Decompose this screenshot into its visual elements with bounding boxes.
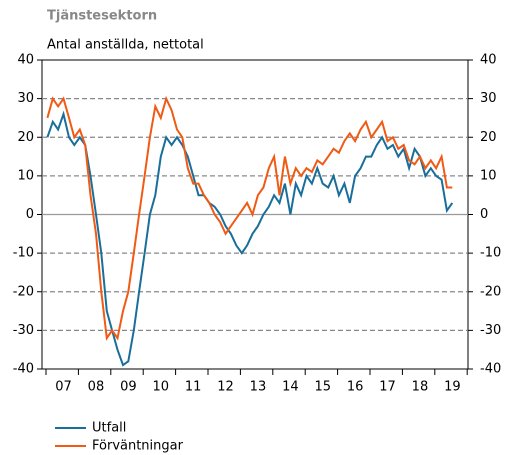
chart-title: Tjänstesektorn <box>47 9 157 24</box>
y-tick-label: -20 <box>13 284 34 299</box>
y-tick-label: 10 <box>17 168 34 183</box>
y2-tick-label: 40 <box>480 53 497 68</box>
x-tick-label: 07 <box>55 380 72 395</box>
x-tick-label: 09 <box>120 380 137 395</box>
y-tick-label: -10 <box>13 246 34 261</box>
y2-tick-label: -40 <box>480 362 501 377</box>
x-tick-label: 08 <box>88 380 105 395</box>
y2-tick-label: 10 <box>480 168 497 183</box>
y-tick-label: -30 <box>13 323 34 338</box>
x-tick-label: 15 <box>314 380 331 395</box>
y2-tick-label: 0 <box>480 207 488 222</box>
y-tick-label: 0 <box>26 207 34 222</box>
y2-tick-label: -30 <box>480 323 501 338</box>
x-tick-label: 11 <box>185 380 202 395</box>
y2-tick-label: -20 <box>480 284 501 299</box>
y2-tick-label: 20 <box>480 130 497 145</box>
x-tick-label: 12 <box>217 380 234 395</box>
legend-label: Förväntningar <box>92 439 184 454</box>
x-tick-label: 14 <box>282 380 299 395</box>
legend-label: Utfall <box>92 421 126 436</box>
x-tick-label: 16 <box>347 380 364 395</box>
y-tick-label: 20 <box>17 130 34 145</box>
x-tick-label: 17 <box>379 380 396 395</box>
x-tick-label: 10 <box>152 380 169 395</box>
series-line <box>46 95 453 341</box>
x-tick-label: 13 <box>250 380 267 395</box>
y-tick-label: 30 <box>17 91 34 106</box>
y-tick-label: 40 <box>17 53 34 68</box>
series-line <box>46 110 454 367</box>
y2-tick-label: -10 <box>480 246 501 261</box>
chart-subtitle: Antal anställda, nettotal <box>47 38 204 53</box>
x-tick-label: 19 <box>444 380 461 395</box>
x-tick-label: 18 <box>412 380 429 395</box>
y-tick-label: -40 <box>13 362 34 377</box>
y2-tick-label: 30 <box>480 91 497 106</box>
